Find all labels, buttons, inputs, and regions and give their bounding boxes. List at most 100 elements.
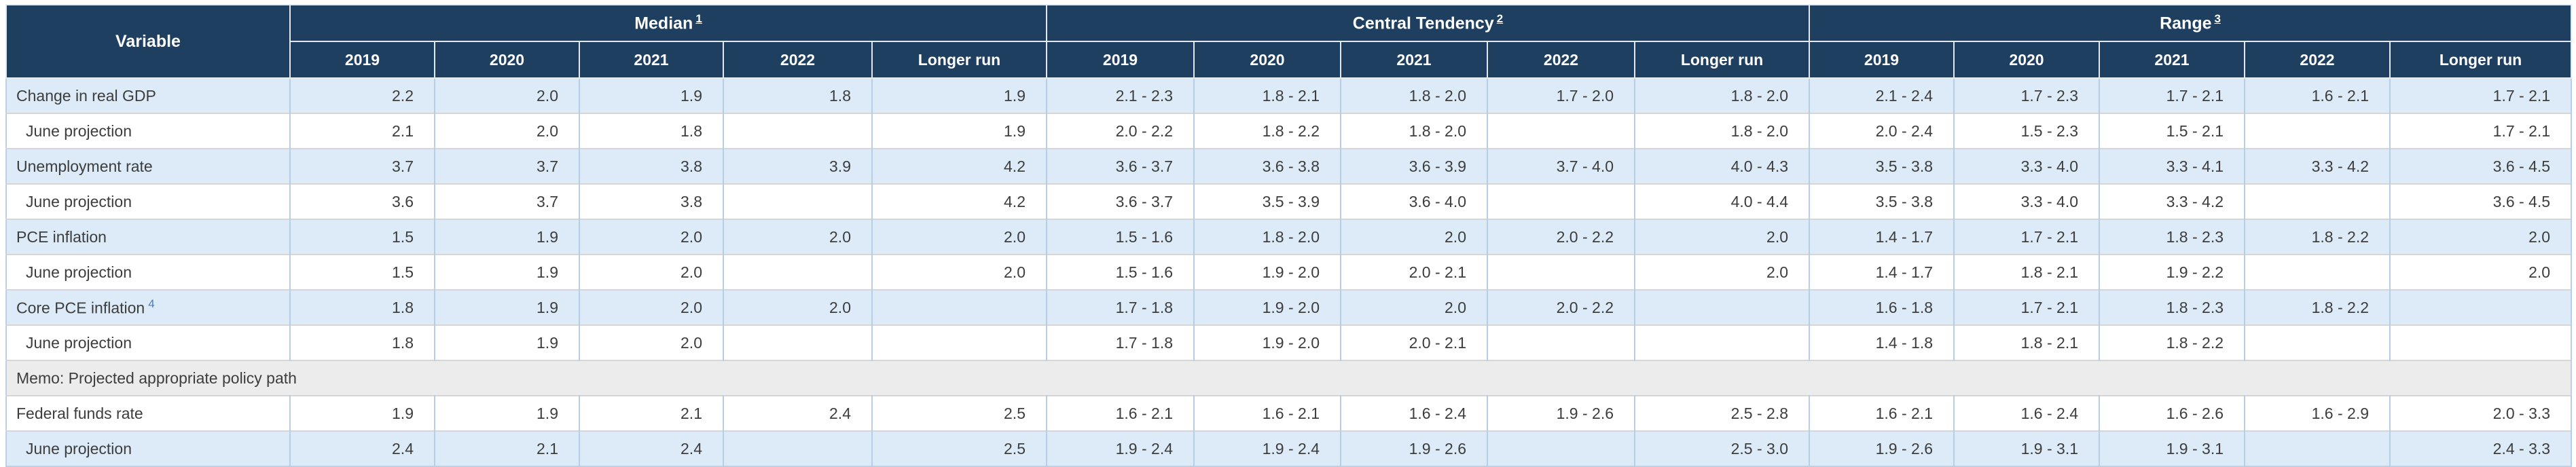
median-year-2019: 2019 <box>289 41 435 79</box>
value-cell-range-2: 1.6 - 2.6 <box>2099 395 2246 431</box>
row-label: Change in real GDP <box>6 77 291 113</box>
table-row: June projection 3.6 3.7 3.8 4.2 3.6 - 3.7 3.5 … <box>6 183 2573 219</box>
value-cell-median-0: 1.9 <box>290 395 435 431</box>
row-label-text: PCE inflation <box>16 227 107 246</box>
value-cell-central_tendency-0: 1.7 - 1.8 <box>1047 289 1195 325</box>
value-cell-range-3 <box>2245 183 2391 219</box>
value-cell-median-4 <box>872 289 1047 325</box>
table-row: Federal funds rate 1.9 1.9 2.1 2.4 2.5 1.6 - 2… <box>6 395 2573 431</box>
value-cell-range-1: 1.7 - 2.3 <box>1954 77 2101 113</box>
value-cell-median-1: 1.9 <box>435 219 580 255</box>
value-cell-central_tendency-1: 1.9 - 2.0 <box>1194 324 1341 360</box>
value-cell-range-1: 3.3 - 4.0 <box>1954 183 2101 219</box>
value-cell-range-0: 1.6 - 2.1 <box>1809 395 1955 431</box>
value-cell-median-4: 2.5 <box>872 430 1047 466</box>
row-label-text: Unemployment rate <box>16 157 153 175</box>
value-cell-central_tendency-2: 1.6 - 2.4 <box>1341 395 1488 431</box>
footnote-link-3[interactable]: 3 <box>2214 12 2221 26</box>
value-cell-median-0: 1.5 <box>290 254 435 290</box>
value-cell-range-2: 1.5 - 2.1 <box>2099 113 2246 149</box>
value-cell-central_tendency-2: 2.0 - 2.1 <box>1341 254 1488 290</box>
value-cell-range-0: 1.4 - 1.7 <box>1809 254 1955 290</box>
value-cell-median-0: 3.7 <box>290 148 435 184</box>
value-cell-median-0: 1.8 <box>290 289 435 325</box>
footnote-link-2[interactable]: 2 <box>1496 12 1504 26</box>
value-cell-central_tendency-0: 1.6 - 2.1 <box>1047 395 1195 431</box>
table-row: Change in real GDP 2.2 2.0 1.9 1.8 1.9 2.1 - 2… <box>6 77 2573 113</box>
value-cell-range-2: 3.3 - 4.1 <box>2099 148 2246 184</box>
value-cell-central_tendency-1: 1.8 - 2.0 <box>1194 219 1341 255</box>
group-label: Median <box>634 14 693 33</box>
value-cell-range-4: 3.6 - 4.5 <box>2390 183 2573 219</box>
value-cell-central_tendency-3: 1.7 - 2.0 <box>1487 77 1635 113</box>
table-header: Variable Median 1 Central Tendency 2 Range… <box>5 4 2573 79</box>
value-cell-central_tendency-2: 1.9 - 2.6 <box>1341 430 1488 466</box>
value-cell-central_tendency-3 <box>1487 430 1635 466</box>
value-cell-range-2: 1.8 - 2.3 <box>2099 289 2246 325</box>
value-cell-median-2: 2.0 <box>579 324 724 360</box>
value-cell-median-1: 2.1 <box>435 430 580 466</box>
value-cell-range-4: 2.0 <box>2390 254 2573 290</box>
value-cell-central_tendency-1: 3.6 - 3.8 <box>1194 148 1341 184</box>
row-label-text: Federal funds rate <box>16 404 143 422</box>
value-cell-central_tendency-3: 1.9 - 2.6 <box>1487 395 1635 431</box>
value-cell-median-0: 2.1 <box>290 113 435 149</box>
ct-year-2019: 2019 <box>1046 41 1195 79</box>
value-cell-median-0: 1.5 <box>290 219 435 255</box>
value-cell-range-2: 1.9 - 3.1 <box>2099 430 2246 466</box>
group-header-row: Variable Median 1 Central Tendency 2 Range… <box>5 4 2573 79</box>
value-cell-central_tendency-2: 3.6 - 4.0 <box>1341 183 1488 219</box>
value-cell-central_tendency-1: 1.8 - 2.1 <box>1194 77 1341 113</box>
value-cell-central_tendency-0: 2.1 - 2.3 <box>1047 77 1195 113</box>
value-cell-range-4: 1.7 - 2.1 <box>2390 113 2573 149</box>
value-cell-range-4: 2.0 - 3.3 <box>2390 395 2573 431</box>
value-cell-median-2: 3.8 <box>579 148 724 184</box>
value-cell-median-4: 4.2 <box>872 148 1047 184</box>
footnote-link-1[interactable]: 1 <box>695 12 702 26</box>
value-cell-median-3: 1.8 <box>723 77 873 113</box>
value-cell-range-3: 1.8 - 2.2 <box>2245 219 2391 255</box>
value-cell-range-0: 2.1 - 2.4 <box>1809 77 1955 113</box>
row-label-text: June projection <box>26 263 132 281</box>
value-cell-range-4: 2.0 <box>2390 219 2573 255</box>
value-cell-central_tendency-2: 1.8 - 2.0 <box>1341 77 1488 113</box>
range-year-2020: 2020 <box>1953 41 2101 79</box>
value-cell-range-2: 1.8 - 2.3 <box>2099 219 2246 255</box>
value-cell-range-3 <box>2245 324 2391 360</box>
table-row: Core PCE inflation 4 1.8 1.9 2.0 2.0 1.7 - 1.8… <box>6 289 2573 325</box>
value-cell-median-2: 2.0 <box>579 289 724 325</box>
value-cell-central_tendency-1: 3.5 - 3.9 <box>1194 183 1341 219</box>
value-cell-median-3: 2.0 <box>723 219 873 255</box>
value-cell-central_tendency-4: 1.8 - 2.0 <box>1635 77 1811 113</box>
row-label: Federal funds rate <box>6 395 291 431</box>
row-label: June projection <box>6 254 291 290</box>
memo-row: Memo: Projected appropriate policy path <box>6 360 2572 396</box>
row-label: June projection <box>6 183 291 219</box>
value-cell-range-3: 3.3 - 4.2 <box>2245 148 2391 184</box>
range-year-2019: 2019 <box>1809 41 1955 79</box>
row-label: Unemployment rate <box>6 148 291 184</box>
value-cell-range-1: 1.7 - 2.1 <box>1954 219 2101 255</box>
median-year-2020: 2020 <box>434 41 580 79</box>
ct-year-2022: 2022 <box>1487 41 1635 79</box>
value-cell-range-4 <box>2390 289 2573 325</box>
value-cell-median-2: 1.8 <box>579 113 724 149</box>
value-cell-range-1: 3.3 - 4.0 <box>1954 148 2101 184</box>
value-cell-range-3: 1.6 - 2.9 <box>2245 395 2391 431</box>
value-cell-central_tendency-4: 4.0 - 4.3 <box>1635 148 1811 184</box>
value-cell-central_tendency-4: 2.0 <box>1635 254 1811 290</box>
range-year-2021: 2021 <box>2099 41 2246 79</box>
footnote-link-4[interactable]: 4 <box>148 297 155 311</box>
median-longer-run: Longer run <box>871 41 1047 79</box>
table-row: June projection 1.8 1.9 2.0 1.7 - 1.8 1.9 - 2… <box>6 324 2573 360</box>
value-cell-median-0: 3.6 <box>290 183 435 219</box>
value-cell-median-3: 2.0 <box>723 289 873 325</box>
value-cell-median-2: 1.9 <box>579 77 724 113</box>
value-cell-median-1: 2.0 <box>435 113 580 149</box>
value-cell-central_tendency-4: 2.5 - 3.0 <box>1635 430 1811 466</box>
value-cell-central_tendency-3 <box>1487 183 1635 219</box>
group-label: Range <box>2160 14 2212 33</box>
row-label-text: June projection <box>26 192 132 210</box>
value-cell-central_tendency-4 <box>1635 289 1811 325</box>
